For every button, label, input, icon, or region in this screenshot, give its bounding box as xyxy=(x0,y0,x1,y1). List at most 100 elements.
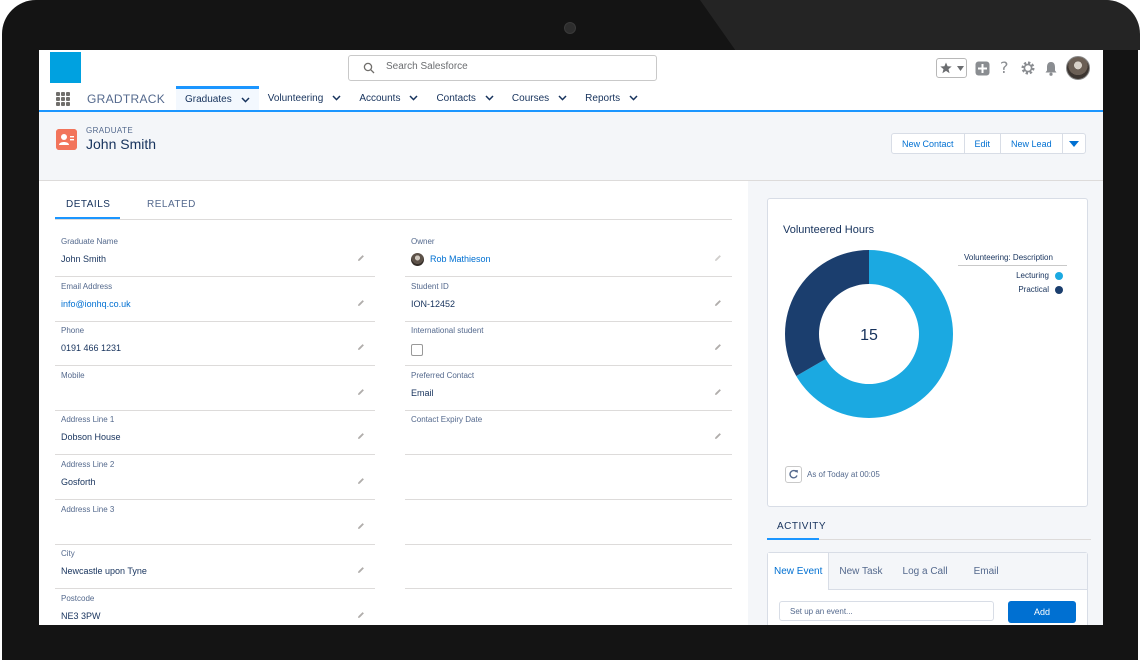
edit-pencil-icon[interactable] xyxy=(357,254,365,262)
donut-slice-lecturing[interactable] xyxy=(796,250,953,418)
nav-tab-label: Contacts xyxy=(436,92,476,104)
field-graduate-name: Graduate Name John Smith xyxy=(55,232,375,277)
edit-pencil-icon[interactable] xyxy=(714,388,722,396)
chevron-down-icon[interactable] xyxy=(485,95,494,101)
edit-pencil-icon[interactable] xyxy=(357,388,365,396)
active-tab-indicator xyxy=(767,538,819,540)
chevron-down-icon[interactable] xyxy=(629,95,638,101)
email-link[interactable]: info@ionhq.co.uk xyxy=(61,299,131,309)
tab-log-a-call[interactable]: Log a Call xyxy=(902,565,948,577)
chevron-down-icon xyxy=(1068,140,1079,147)
as-of-timestamp: As of Today at 00:05 xyxy=(807,470,880,479)
nav-tab-accounts[interactable]: Accounts xyxy=(350,86,427,110)
field-label: Address Line 1 xyxy=(61,415,115,424)
edit-pencil-icon[interactable] xyxy=(714,299,722,307)
nav-tab-courses[interactable]: Courses xyxy=(503,86,576,110)
tab-related[interactable]: RELATED xyxy=(147,199,196,210)
search-placeholder: Search Salesforce xyxy=(386,61,468,72)
event-input[interactable]: Set up an event... xyxy=(779,601,994,621)
field-label: City xyxy=(61,549,75,558)
search-icon xyxy=(363,62,375,74)
nav-tab-reports[interactable]: Reports xyxy=(576,86,647,110)
field-value: John Smith xyxy=(61,254,107,264)
nav-tab-volunteering[interactable]: Volunteering xyxy=(259,86,351,110)
chevron-down-icon xyxy=(956,65,964,71)
field-label: Student ID xyxy=(411,282,449,291)
nav-tab-contacts[interactable]: Contacts xyxy=(427,86,502,110)
nav-tab-label: Volunteering xyxy=(267,92,324,104)
edit-button[interactable]: Edit xyxy=(963,133,1002,154)
owner-link[interactable]: Rob Mathieson xyxy=(430,254,491,264)
field-label: Owner xyxy=(411,237,435,246)
active-tab-indicator xyxy=(55,217,120,219)
screen: Search Salesforce ? GRADTRACK xyxy=(39,50,1103,625)
more-actions-button[interactable] xyxy=(1061,133,1086,154)
record-detail-panel: DETAILS RELATED Graduate Name John Smith… xyxy=(39,181,748,625)
legend-item-lecturing[interactable]: Lecturing xyxy=(958,271,1067,280)
user-avatar[interactable] xyxy=(1066,56,1090,80)
field-label: International student xyxy=(411,326,484,335)
nav-tab-graduates[interactable]: Graduates xyxy=(176,86,259,110)
field-value: Gosforth xyxy=(61,477,96,487)
help-icon[interactable]: ? xyxy=(998,60,1012,76)
edit-pencil-icon[interactable] xyxy=(714,343,722,351)
new-contact-button[interactable]: New Contact xyxy=(891,133,965,154)
activity-type-tabs: New Event New Task Log a Call Email xyxy=(768,553,1087,590)
donut-total: 15 xyxy=(860,327,878,344)
donut-slice-practical[interactable] xyxy=(785,250,869,376)
refresh-button[interactable] xyxy=(785,466,802,483)
field-value: NE3 3PW xyxy=(61,611,101,621)
empty-field-slot xyxy=(405,455,732,500)
field-value: Dobson House xyxy=(61,432,121,442)
tab-email[interactable]: Email xyxy=(973,565,999,577)
tab-activity[interactable]: ACTIVITY xyxy=(777,521,827,532)
edit-pencil-icon[interactable] xyxy=(357,522,365,530)
edit-pencil-icon[interactable] xyxy=(357,611,365,619)
legend-item-practical[interactable]: Practical xyxy=(958,285,1067,294)
global-header: Search Salesforce ? xyxy=(39,50,1103,86)
donut-chart[interactable]: 15 xyxy=(774,239,964,429)
new-lead-button[interactable]: New Lead xyxy=(1000,133,1063,154)
app-launcher-icon[interactable] xyxy=(56,92,70,106)
field-label: Phone xyxy=(61,326,85,335)
tab-details[interactable]: DETAILS xyxy=(66,199,111,210)
edit-pencil-icon[interactable] xyxy=(357,432,365,440)
favorites-button[interactable] xyxy=(936,58,967,78)
legend-label: Lecturing xyxy=(1016,271,1049,280)
svg-text:?: ? xyxy=(1000,60,1009,76)
field-value: 0191 466 1231 xyxy=(61,343,122,353)
chevron-down-icon[interactable] xyxy=(332,95,341,101)
empty-field-slot xyxy=(405,500,732,545)
change-owner-icon[interactable] xyxy=(714,254,722,262)
global-search-input[interactable]: Search Salesforce xyxy=(348,55,657,81)
tab-new-event[interactable]: New Event xyxy=(768,553,830,590)
field-email-address: Email Address info@ionhq.co.uk xyxy=(55,277,375,322)
international-student-checkbox[interactable] xyxy=(411,344,423,356)
nav-tab-label: Reports xyxy=(585,92,621,104)
edit-pencil-icon[interactable] xyxy=(357,299,365,307)
app-logo[interactable] xyxy=(50,52,81,83)
field-label: Address Line 3 xyxy=(61,505,115,514)
field-preferred-contact: Preferred Contact Email xyxy=(405,366,732,411)
chart-legend: Volunteering: Description Lecturing Prac… xyxy=(958,251,1067,294)
edit-pencil-icon[interactable] xyxy=(357,477,365,485)
chevron-down-icon[interactable] xyxy=(241,96,250,103)
empty-field-slot xyxy=(405,544,732,589)
add-button[interactable]: Add xyxy=(1008,601,1076,623)
edit-pencil-icon[interactable] xyxy=(357,566,365,574)
field-phone: Phone 0191 466 1231 xyxy=(55,321,375,366)
chevron-down-icon[interactable] xyxy=(409,95,418,101)
chevron-down-icon[interactable] xyxy=(558,95,567,101)
activity-tab-rule xyxy=(767,539,1091,540)
field-label: Preferred Contact xyxy=(411,371,475,380)
detail-tabs: DETAILS RELATED xyxy=(55,195,732,220)
activity-composer: New Event New Task Log a Call Email Set … xyxy=(767,552,1088,625)
field-contact-expiry-date: Contact Expiry Date xyxy=(405,410,732,455)
tab-new-task[interactable]: New Task xyxy=(839,565,883,577)
gear-icon[interactable] xyxy=(1020,60,1036,76)
edit-pencil-icon[interactable] xyxy=(357,343,365,351)
global-create-icon[interactable] xyxy=(975,61,990,76)
edit-pencil-icon[interactable] xyxy=(714,432,722,440)
field-student-id: Student ID ION-12452 xyxy=(405,277,732,322)
notifications-bell-icon[interactable] xyxy=(1044,61,1058,76)
